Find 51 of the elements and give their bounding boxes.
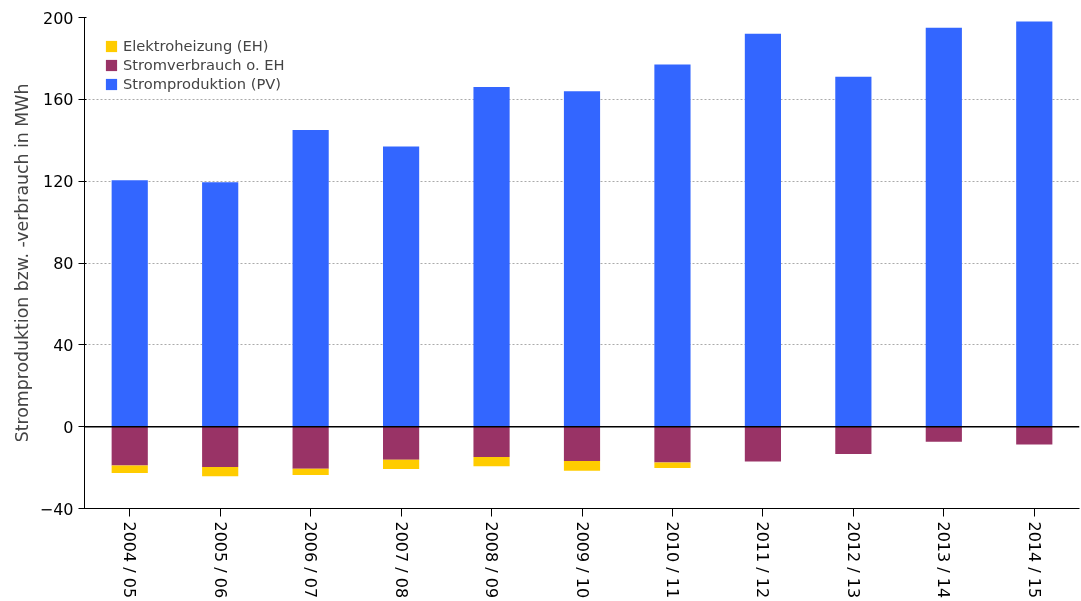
bar xyxy=(563,426,601,462)
bar xyxy=(383,146,420,427)
x-tick-label: 2010 / 11 xyxy=(662,521,682,599)
x-tick-label: 2007 / 08 xyxy=(391,521,411,599)
bar xyxy=(111,180,148,427)
bar xyxy=(111,426,148,466)
bar xyxy=(925,27,962,427)
y-tick-label: 160 xyxy=(42,90,74,110)
bar xyxy=(744,33,781,427)
x-tick-label: 2005 / 06 xyxy=(210,521,230,599)
legend-label: Stromverbrauch o. EH xyxy=(123,56,285,73)
bar xyxy=(383,426,420,460)
bar xyxy=(654,64,691,427)
y-tick-label: 120 xyxy=(42,172,74,192)
x-tick-label: 2006 / 07 xyxy=(301,521,321,599)
bar xyxy=(292,468,329,475)
legend-label: Stromproduktion (PV) xyxy=(123,75,282,92)
y-axis-title: Stromproduktion bzw. -verbrauch in MWh xyxy=(11,83,32,443)
bar xyxy=(473,426,510,457)
bar xyxy=(473,456,510,467)
bar xyxy=(473,87,510,427)
y-tick-label: 200 xyxy=(42,8,74,28)
bar xyxy=(202,426,239,467)
y-tick-label: 0 xyxy=(63,417,74,437)
bar xyxy=(292,426,329,469)
x-tick-label: 2012 / 13 xyxy=(843,521,863,599)
y-tick-label: 40 xyxy=(53,335,74,355)
legend-label: Elektroheizung (EH) xyxy=(123,37,269,54)
bar xyxy=(654,462,691,468)
x-tick-label: 2014 / 15 xyxy=(1024,521,1044,599)
x-tick-label: 2008 / 09 xyxy=(482,521,502,599)
bar xyxy=(654,426,691,463)
bar xyxy=(383,459,420,470)
bar xyxy=(292,130,329,427)
bar xyxy=(1016,21,1053,427)
bar xyxy=(744,426,781,462)
x-tick-label: 2013 / 14 xyxy=(934,521,954,599)
x-tick-label: 2009 / 10 xyxy=(572,521,592,599)
bar xyxy=(835,76,872,427)
bar xyxy=(202,466,239,477)
bar xyxy=(925,426,962,442)
bar xyxy=(563,461,601,471)
x-tick-label: 2004 / 05 xyxy=(120,521,140,599)
bar xyxy=(1016,426,1053,445)
bar xyxy=(202,182,239,427)
bar xyxy=(111,465,148,473)
y-tick-label: −40 xyxy=(39,499,74,519)
y-tick-label: 80 xyxy=(53,254,74,273)
bar xyxy=(835,426,872,454)
x-tick-label: 2011 / 12 xyxy=(753,521,773,599)
bar xyxy=(563,91,601,427)
